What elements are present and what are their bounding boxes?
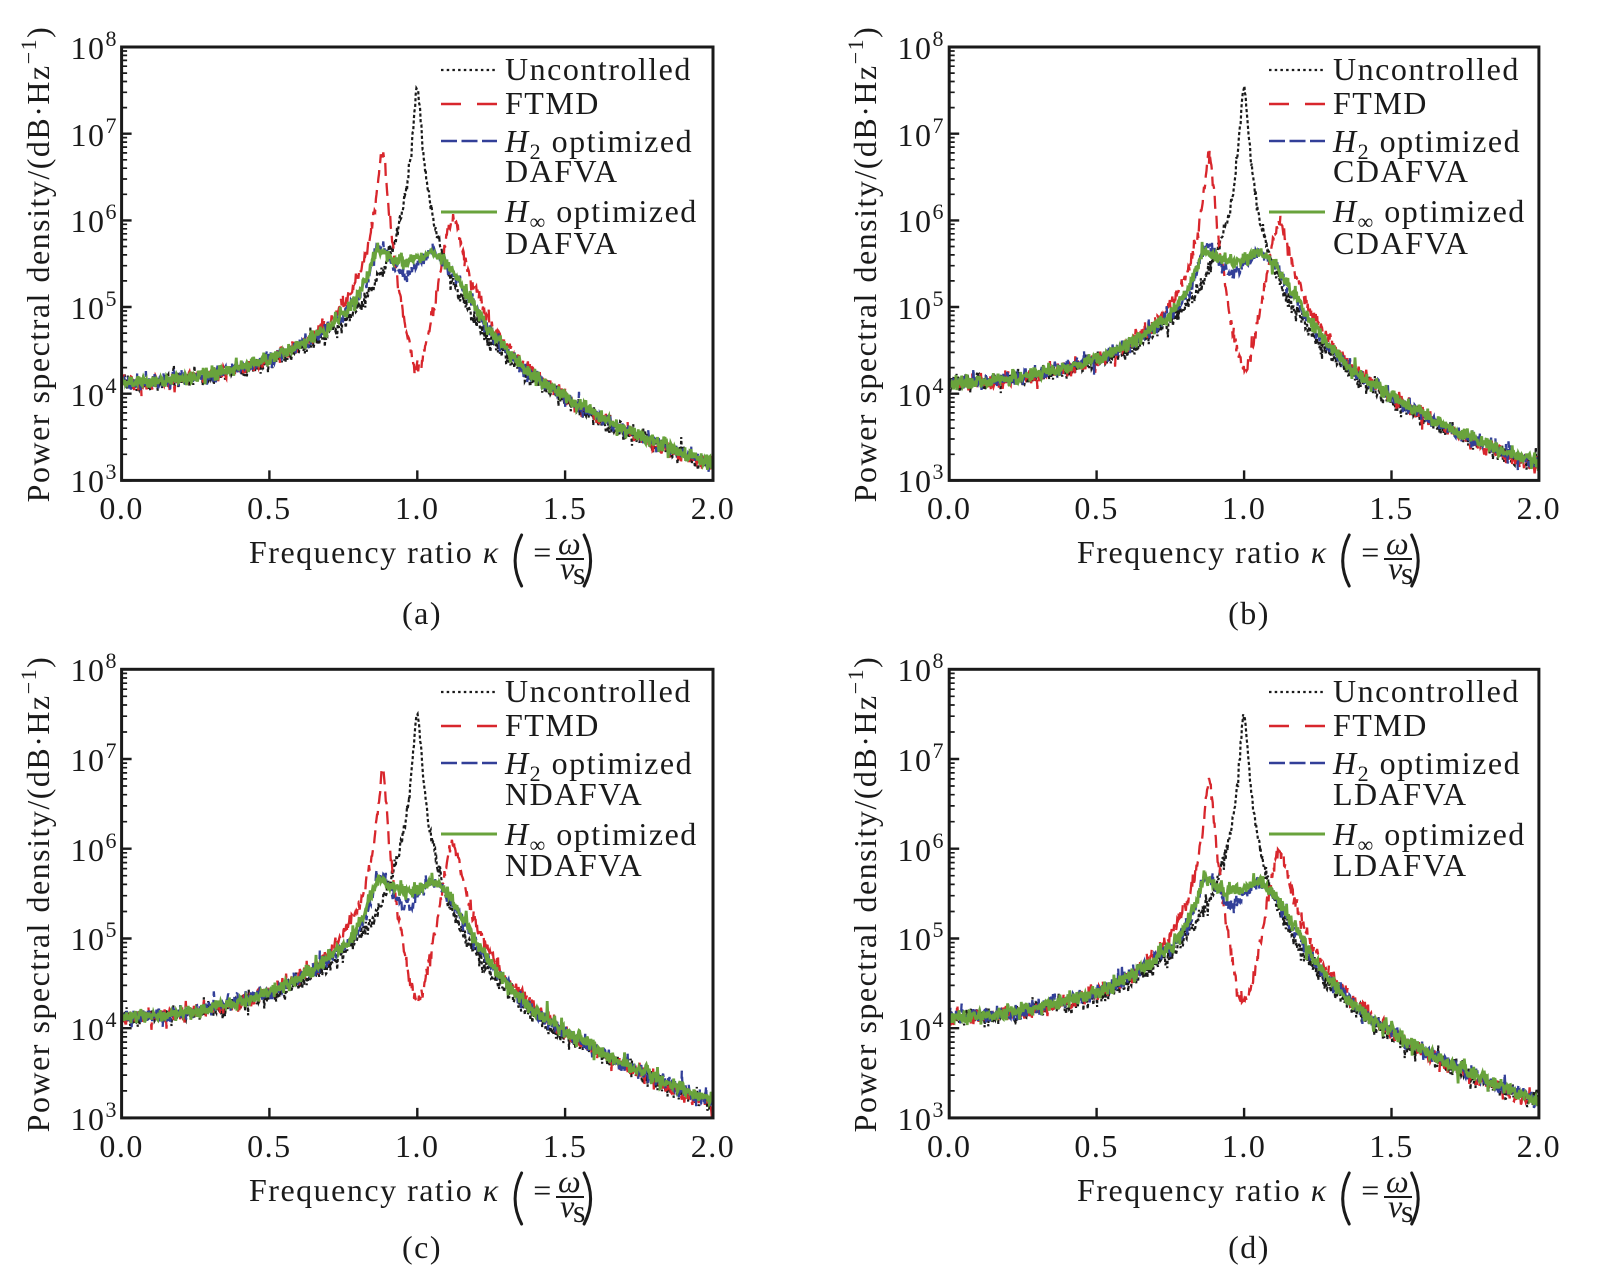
svg-text:0.0: 0.0 (927, 1128, 972, 1164)
svg-text:Uncontrolled: Uncontrolled (505, 51, 692, 87)
svg-text:H∞ optimized: H∞ optimized (504, 816, 698, 857)
svg-text:H∞ optimized: H∞ optimized (1332, 816, 1526, 857)
svg-text:H2 optimized: H2 optimized (504, 123, 693, 164)
svg-text:1.5: 1.5 (1369, 490, 1414, 526)
svg-text:ω: ω (1386, 525, 1410, 561)
svg-text:ν: ν (560, 550, 576, 586)
svg-text:0.5: 0.5 (247, 1128, 292, 1164)
svg-text:Frequency ratio κ: Frequency ratio κ (249, 1172, 500, 1208)
svg-text:FTMD: FTMD (1333, 85, 1428, 121)
svg-text:CDAFVA: CDAFVA (1333, 225, 1469, 261)
svg-text:=: = (533, 534, 553, 570)
svg-text:NDAFVA: NDAFVA (505, 847, 643, 883)
svg-text:=: = (533, 1172, 553, 1208)
svg-text:Power spectral density/(dB·Hz−: Power spectral density/(dB·Hz−1) (16, 656, 56, 1133)
svg-text:0.0: 0.0 (927, 490, 972, 526)
svg-text:2.0: 2.0 (1517, 490, 1562, 526)
svg-text:FTMD: FTMD (1333, 707, 1428, 743)
svg-text:H∞ optimized: H∞ optimized (1332, 193, 1526, 234)
svg-text:ν: ν (1388, 1188, 1404, 1224)
svg-text:103: 103 (898, 1097, 946, 1137)
svg-text:LDAFVA: LDAFVA (1333, 847, 1468, 883)
svg-text:1.0: 1.0 (395, 1128, 440, 1164)
svg-text:ν: ν (560, 1188, 576, 1224)
svg-text:H∞ optimized: H∞ optimized (504, 193, 698, 234)
svg-text:0.5: 0.5 (1074, 490, 1119, 526)
svg-text:104: 104 (71, 373, 119, 413)
svg-text:2.0: 2.0 (1517, 1128, 1562, 1164)
svg-text:NDAFVA: NDAFVA (505, 776, 643, 812)
svg-text:FTMD: FTMD (505, 85, 600, 121)
svg-text:s: s (1401, 1193, 1415, 1229)
svg-text:Power spectral density/(dB·Hz−: Power spectral density/(dB·Hz−1) (843, 656, 883, 1133)
svg-text:s: s (573, 1193, 587, 1229)
svg-text:0.5: 0.5 (1074, 1128, 1119, 1164)
svg-text:H2 optimized: H2 optimized (1332, 745, 1521, 786)
svg-text:0.5: 0.5 (247, 490, 292, 526)
svg-text:1.5: 1.5 (1369, 1128, 1414, 1164)
svg-text:H2 optimized: H2 optimized (1332, 123, 1521, 164)
svg-text:106: 106 (898, 828, 946, 868)
svg-text:(a): (a) (402, 595, 442, 631)
svg-text:ν: ν (1388, 550, 1404, 586)
svg-text:1.0: 1.0 (395, 490, 440, 526)
svg-text:Power spectral density/(dB·Hz−: Power spectral density/(dB·Hz−1) (16, 26, 56, 503)
svg-text:1.0: 1.0 (1222, 1128, 1267, 1164)
svg-text:106: 106 (71, 199, 119, 239)
svg-text:s: s (1401, 555, 1415, 591)
svg-text:Uncontrolled: Uncontrolled (1333, 673, 1520, 709)
svg-text:Uncontrolled: Uncontrolled (1333, 51, 1520, 87)
svg-text:Frequency ratio κ: Frequency ratio κ (1077, 534, 1328, 570)
svg-text:LDAFVA: LDAFVA (1333, 776, 1468, 812)
svg-text:Frequency ratio κ: Frequency ratio κ (1077, 1172, 1328, 1208)
svg-text:=: = (1361, 534, 1381, 570)
svg-text:1.5: 1.5 (543, 1128, 588, 1164)
svg-text:0.0: 0.0 (99, 1128, 144, 1164)
svg-text:(b): (b) (1228, 595, 1270, 631)
svg-text:FTMD: FTMD (505, 707, 600, 743)
svg-text:ω: ω (558, 525, 582, 561)
svg-text:(d): (d) (1228, 1229, 1270, 1265)
svg-text:Power spectral density/(dB·Hz−: Power spectral density/(dB·Hz−1) (843, 26, 883, 503)
svg-text:DAFVA: DAFVA (505, 225, 619, 261)
svg-text:1.0: 1.0 (1222, 490, 1267, 526)
svg-text:0.0: 0.0 (99, 490, 144, 526)
svg-text:1.5: 1.5 (543, 490, 588, 526)
svg-text:ω: ω (558, 1163, 582, 1199)
svg-text:ω: ω (1386, 1163, 1410, 1199)
svg-text:H2 optimized: H2 optimized (504, 745, 693, 786)
svg-text:(c): (c) (402, 1229, 442, 1265)
svg-text:s: s (573, 555, 587, 591)
svg-text:DAFVA: DAFVA (505, 153, 619, 189)
svg-text:2.0: 2.0 (691, 1128, 736, 1164)
svg-text:2.0: 2.0 (691, 490, 736, 526)
svg-text:=: = (1361, 1172, 1381, 1208)
svg-text:Frequency ratio κ: Frequency ratio κ (249, 534, 500, 570)
svg-text:CDAFVA: CDAFVA (1333, 153, 1469, 189)
svg-text:Uncontrolled: Uncontrolled (505, 673, 692, 709)
